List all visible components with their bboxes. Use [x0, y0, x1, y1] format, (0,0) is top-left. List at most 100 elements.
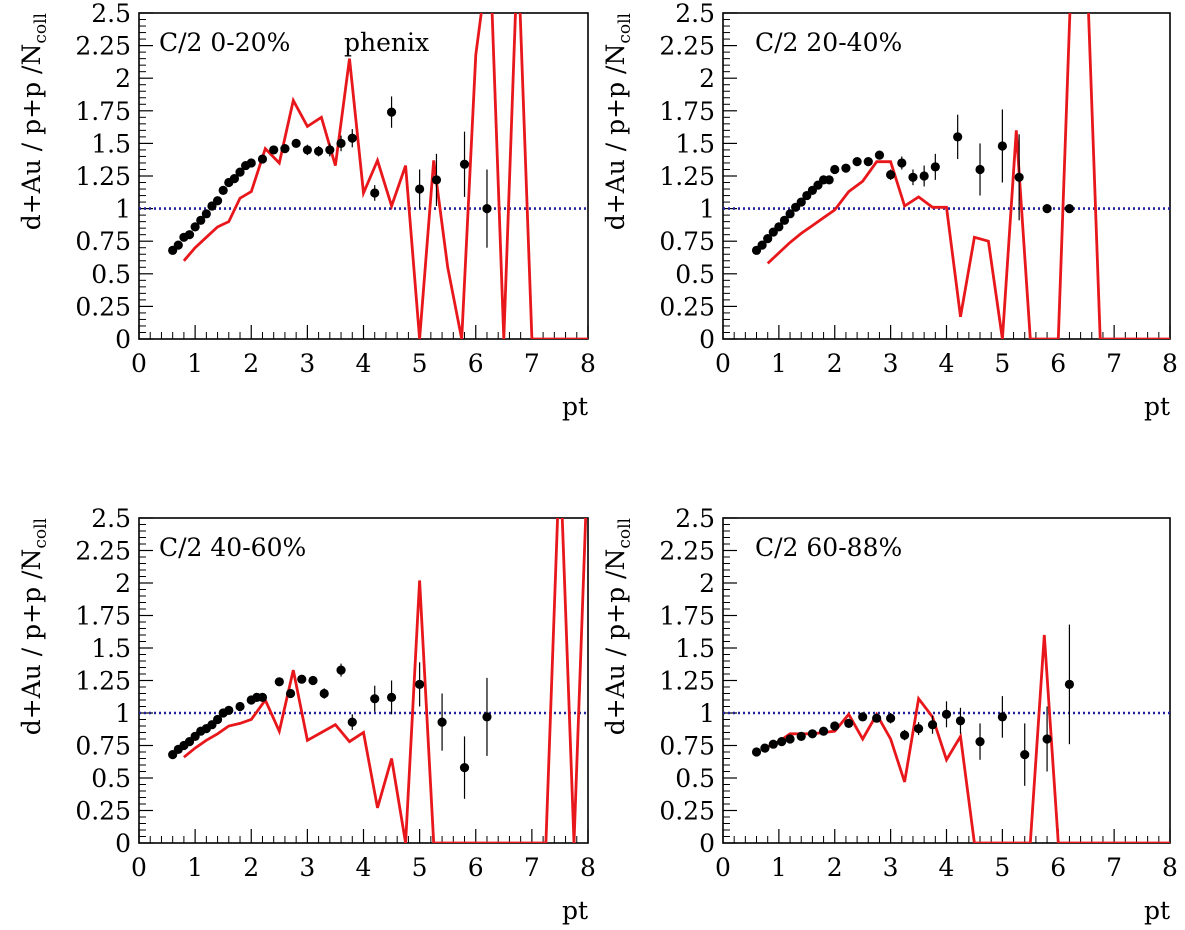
data-point [830, 721, 840, 731]
data-point [774, 222, 784, 232]
x-tick-label: 5 [994, 853, 1010, 882]
x-tick-label: 2 [827, 853, 843, 882]
x-tick-label: 2 [243, 349, 259, 378]
x-tick-label: 1 [771, 349, 787, 378]
x-tick-label: 8 [580, 853, 596, 882]
y-tick-label: 0.25 [659, 797, 715, 826]
y-tick-label: 2 [699, 569, 715, 598]
data-point [1064, 679, 1075, 690]
y-tick-label: 1 [699, 699, 715, 728]
data-point [1042, 734, 1052, 744]
y-tick-label: 2.25 [659, 32, 715, 61]
y-tick-label: 2.25 [75, 537, 131, 566]
data-point [347, 133, 357, 143]
x-tick-label: 6 [468, 853, 484, 882]
x-tick-label: 3 [883, 349, 899, 378]
panel-label: C/2 20-40% [755, 28, 902, 57]
data-point [325, 145, 335, 155]
plot-frame [138, 517, 589, 844]
y-tick-label: 1.25 [75, 162, 131, 191]
y-tick-label: 0 [115, 325, 131, 354]
data-point [1042, 204, 1052, 214]
data-point [975, 737, 985, 747]
data-point [818, 726, 829, 736]
x-tick-label: 6 [468, 349, 484, 378]
data-point [274, 677, 284, 687]
plot-frame [722, 12, 1171, 340]
y-tick-label: 2.25 [659, 537, 715, 566]
data-point [280, 144, 290, 154]
data-point [302, 145, 312, 155]
data-point [415, 679, 425, 690]
data-point [863, 157, 873, 167]
data-point [201, 209, 211, 219]
data-point [235, 167, 245, 177]
data-point [844, 718, 854, 729]
data-point [824, 175, 834, 185]
data-point [927, 720, 938, 730]
x-tick-label: 2 [827, 349, 843, 378]
x-tick-label: 0 [131, 349, 147, 378]
data-point [768, 739, 778, 749]
x-tick-label: 1 [771, 853, 787, 882]
data-point [190, 222, 200, 232]
x-tick-label: 7 [1106, 349, 1122, 378]
x-tick-label: 8 [1162, 853, 1178, 882]
y-tick-label: 2.5 [91, 0, 131, 28]
y-tick-label: 2.5 [91, 504, 131, 533]
y-tick-label: 1.5 [675, 129, 715, 158]
data-point [872, 713, 882, 723]
data-point [919, 171, 929, 181]
data-point [874, 150, 885, 160]
x-tick-label: 3 [299, 853, 315, 882]
data-point [757, 240, 767, 250]
data-point [257, 154, 268, 164]
data-point [807, 729, 818, 739]
series-line [766, 13, 1170, 339]
y-tick-label: 0.5 [91, 764, 131, 793]
data-point [1064, 204, 1075, 214]
x-tick-label: 4 [356, 853, 372, 882]
data-point [235, 701, 245, 712]
x-tick-label: 8 [580, 349, 596, 378]
data-point [751, 747, 762, 757]
data-point [336, 665, 346, 675]
data-point [482, 712, 492, 722]
x-tick-label: 1 [187, 349, 203, 378]
data-point [212, 714, 223, 725]
data-point [370, 188, 380, 198]
plot-frame [722, 517, 1171, 844]
data-point [285, 688, 296, 699]
data-point [269, 145, 279, 155]
data-point [955, 716, 966, 726]
y-tick-label: 1.75 [75, 97, 131, 126]
data-point [841, 163, 851, 173]
panel-label: C/2 40-60% [159, 533, 306, 562]
data-point [212, 196, 223, 206]
x-tick-label: 1 [187, 853, 203, 882]
data-point [459, 159, 470, 169]
y-tick-label: 0.25 [659, 292, 715, 321]
y-tick-label: 0.75 [659, 227, 715, 256]
x-axis-title: pt [562, 392, 588, 421]
data-point [1014, 172, 1024, 182]
y-tick-label: 2 [115, 569, 131, 598]
data-point [830, 164, 840, 175]
x-tick-label: 6 [1050, 349, 1066, 378]
y-tick-label: 2.5 [675, 0, 715, 28]
data-point [347, 717, 357, 727]
data-point [482, 204, 492, 214]
data-point [336, 138, 346, 148]
y-tick-label: 2 [115, 64, 131, 93]
x-tick-label: 4 [939, 349, 955, 378]
y-tick-label: 0.5 [675, 764, 715, 793]
data-point [196, 215, 206, 225]
y-tick-label: 1 [115, 195, 131, 224]
data-point [930, 162, 940, 172]
x-tick-label: 2 [243, 853, 259, 882]
x-tick-label: 6 [1050, 853, 1066, 882]
y-tick-label: 2 [699, 64, 715, 93]
y-axis-title: d+Au / p+p /Ncoll [601, 518, 635, 735]
